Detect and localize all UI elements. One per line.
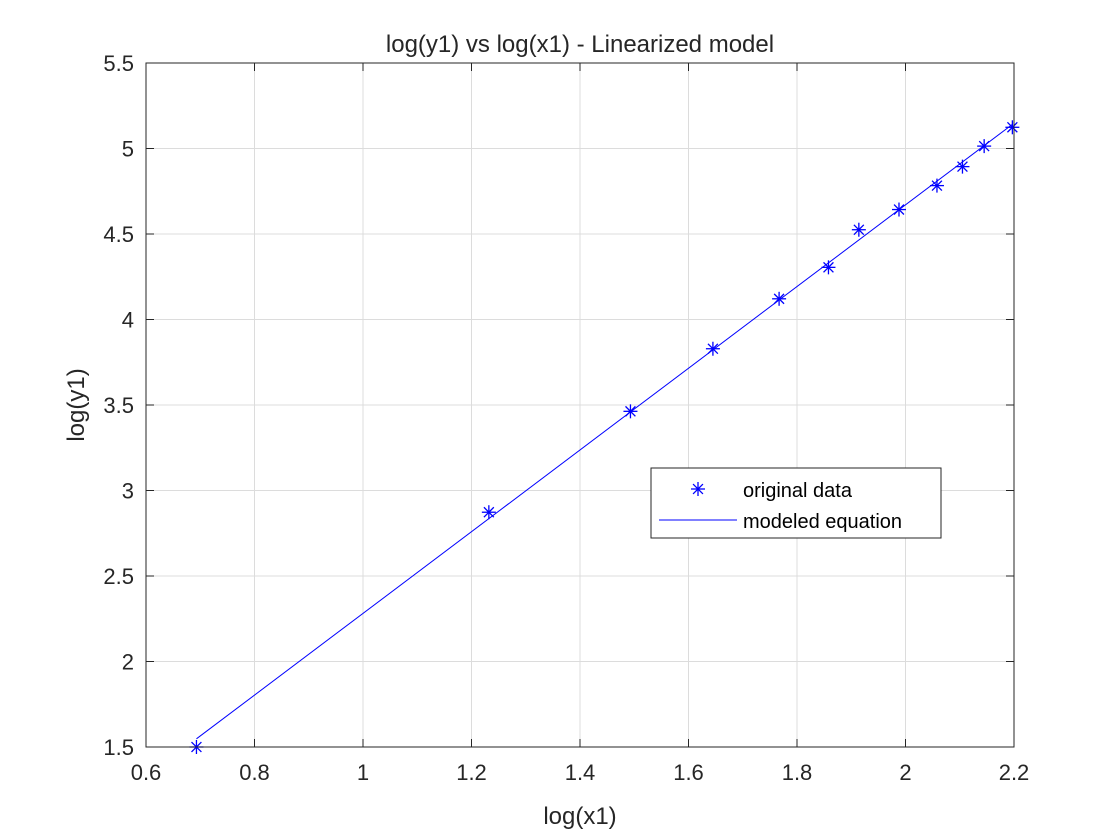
legend-marker-original-data xyxy=(691,482,705,496)
series-line-modeled-equation xyxy=(196,123,1013,740)
x-tick-label: 2 xyxy=(899,760,911,785)
x-tick-label: 0.6 xyxy=(131,760,162,785)
data-point-original-data xyxy=(851,222,866,237)
data-point-original-data xyxy=(772,291,787,306)
legend: original data modeled equation xyxy=(650,467,942,539)
x-tick-label: 1.6 xyxy=(673,760,704,785)
x-axis-label: log(x1) xyxy=(543,803,616,830)
data-point-original-data xyxy=(623,404,638,419)
data-point-original-data xyxy=(891,202,906,217)
x-tick-label: 0.8 xyxy=(239,760,270,785)
x-tick-label: 1.8 xyxy=(782,760,813,785)
legend-box xyxy=(650,467,942,539)
y-axis-label: log(y1) xyxy=(63,368,90,441)
data-point-original-data xyxy=(955,159,970,174)
y-tick-label: 2 xyxy=(122,650,134,675)
data-point-original-data xyxy=(821,260,836,275)
x-tick-label: 1 xyxy=(357,760,369,785)
y-tick-label: 2.5 xyxy=(103,564,134,589)
data-point-original-data xyxy=(929,178,944,193)
ticks xyxy=(145,62,1015,748)
data-point-original-data xyxy=(1005,120,1020,135)
legend-asterisk-icon xyxy=(691,482,705,496)
x-tick-label: 2.2 xyxy=(999,760,1030,785)
x-tick-label: 1.2 xyxy=(456,760,487,785)
y-tick-label: 3.5 xyxy=(103,393,134,418)
y-tick-label: 5 xyxy=(122,137,134,162)
y-tick-label: 5.5 xyxy=(103,51,134,76)
data-point-original-data xyxy=(705,341,720,356)
y-tick-label: 3 xyxy=(122,479,134,504)
tick-labels: 0.6 0.8 1 1.2 1.4 1.6 1.8 2 2.2 1.5 2 2.5 3 3.5 4 4.5 5 5… xyxy=(103,51,1029,785)
legend-label-original-data: original data xyxy=(743,480,853,502)
data-point-original-data xyxy=(481,505,496,520)
legend-label-modeled-equation: modeled equation xyxy=(743,511,902,533)
chart-title: log(y1) vs log(x1) - Linearized model xyxy=(386,31,774,58)
x-tick-label: 1.4 xyxy=(565,760,596,785)
y-tick-label: 1.5 xyxy=(103,735,134,760)
y-tick-label: 4.5 xyxy=(103,222,134,247)
y-tick-label: 4 xyxy=(122,308,134,333)
data-point-original-data xyxy=(977,139,992,154)
